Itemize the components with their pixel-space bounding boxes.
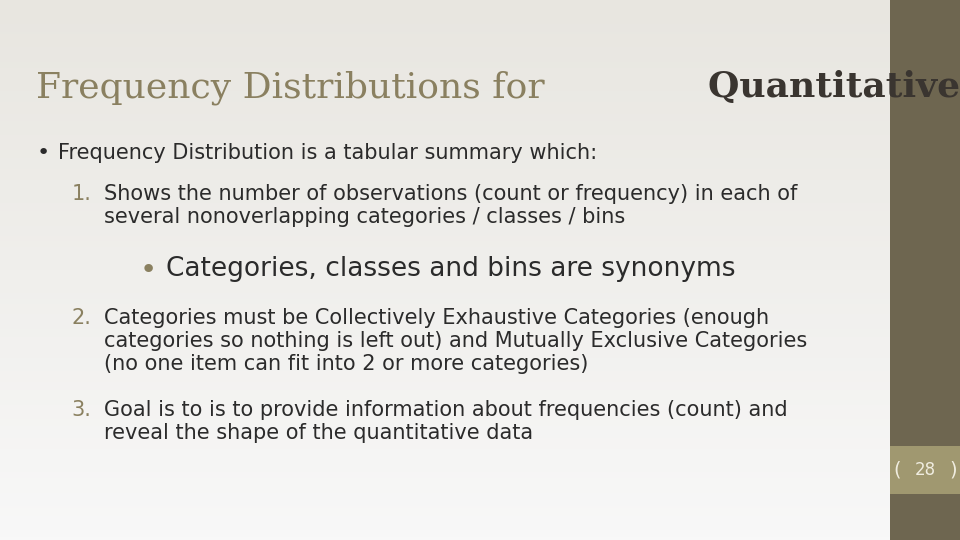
Text: Frequency Distribution is a tabular summary which:: Frequency Distribution is a tabular summ… <box>58 143 597 163</box>
Text: •: • <box>36 143 50 163</box>
Text: 2.: 2. <box>71 308 91 328</box>
Text: Goal is to is to provide information about frequencies (count) and
reveal the sh: Goal is to is to provide information abo… <box>104 400 787 443</box>
Text: •: • <box>139 256 156 285</box>
Bar <box>890 0 960 540</box>
Text: (: ( <box>894 460 901 480</box>
Text: Quantitative Data: Quantitative Data <box>708 70 960 104</box>
Text: 3.: 3. <box>71 400 91 420</box>
Text: Frequency Distributions for: Frequency Distributions for <box>36 70 557 105</box>
Text: 28: 28 <box>914 461 936 479</box>
Text: Categories must be Collectively Exhaustive Categories (enough
categories so noth: Categories must be Collectively Exhausti… <box>104 308 807 374</box>
Bar <box>890 446 960 494</box>
Text: 1.: 1. <box>71 184 91 204</box>
Text: ): ) <box>949 460 957 480</box>
Text: Categories, classes and bins are synonyms: Categories, classes and bins are synonym… <box>166 256 735 282</box>
Text: Shows the number of observations (count or frequency) in each of
several nonover: Shows the number of observations (count … <box>104 184 797 227</box>
